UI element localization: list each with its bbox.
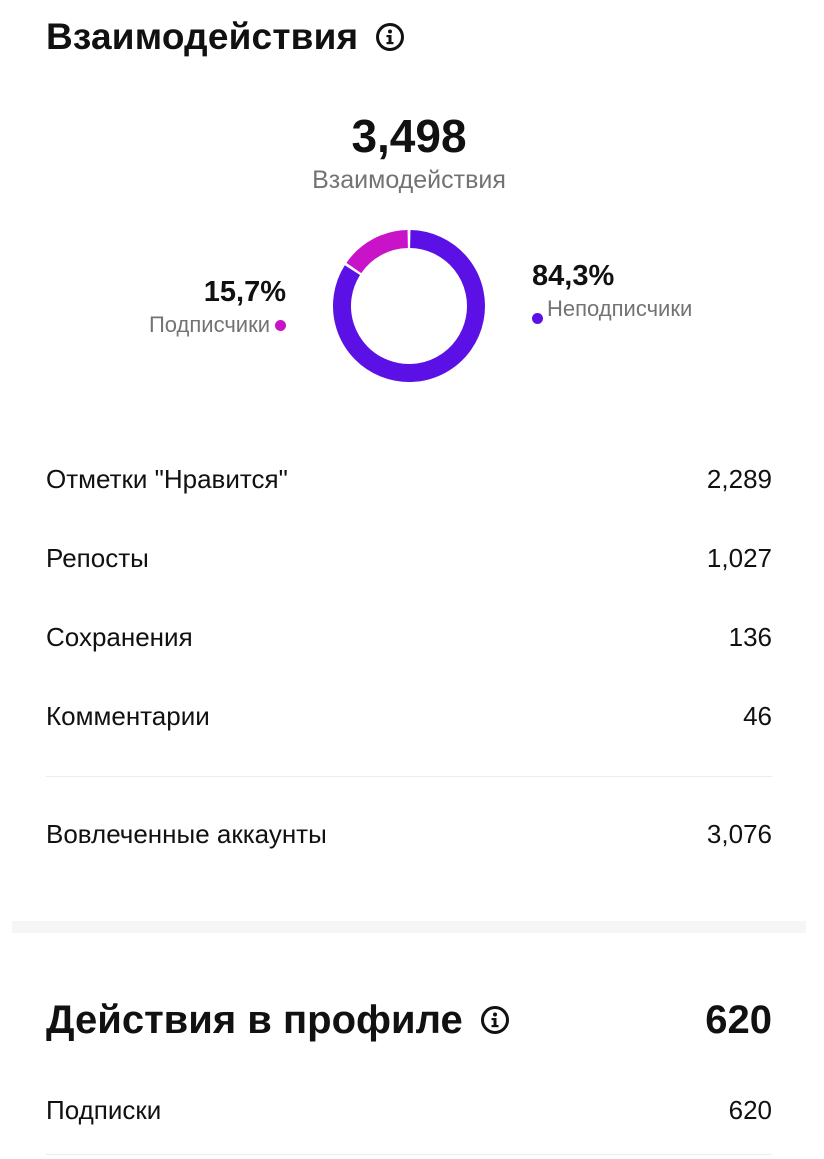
section-separator <box>12 921 806 933</box>
total-value: 3,498 <box>351 110 467 162</box>
metric-label: Репосты <box>46 543 149 573</box>
interactions-metrics-list: Отметки "Нравится" 2,289 Репосты 1,027 С… <box>46 440 772 756</box>
interactions-donut-chart <box>333 230 485 382</box>
profile-actions-total: 620 <box>705 997 772 1042</box>
legend-non-followers-label-row: Неподписчики <box>532 296 722 324</box>
metric-value: 1,027 <box>706 543 772 573</box>
profile-row-follows: Подписки 620 <box>46 1072 772 1148</box>
metric-row-likes: Отметки "Нравится" 2,289 <box>46 440 772 519</box>
legend-non-followers-percent: 84,3% <box>532 260 615 292</box>
legend-followers-label-row: Подписчики <box>149 312 286 338</box>
donut-slice-followers <box>346 230 409 274</box>
metric-row-comments: Комментарии 46 <box>46 677 772 756</box>
legend-non-followers: 84,3% Неподписчики <box>532 256 722 324</box>
total-label: Взаимодействия <box>312 166 506 194</box>
metric-value: 2,289 <box>706 464 772 494</box>
legend-followers-percent: 15,7% <box>203 276 286 308</box>
metric-value: 136 <box>728 622 772 652</box>
metric-row-shares: Репосты 1,027 <box>46 519 772 598</box>
engaged-accounts-value: 3,076 <box>706 819 772 849</box>
metrics-divider <box>46 776 772 777</box>
profile-row-label: Подписки <box>46 1094 162 1125</box>
bottom-divider <box>46 1154 772 1155</box>
profile-title-wrap: Действия в профиле <box>46 998 511 1043</box>
donut-slice-non-followers <box>333 230 485 382</box>
legend-followers: 15,7% Подписчики <box>149 272 286 338</box>
metric-label: Отметки "Нравится" <box>46 464 288 494</box>
legend-non-followers-dot <box>532 313 543 324</box>
metric-row-saves: Сохранения 136 <box>46 598 772 677</box>
metric-label: Сохранения <box>46 622 193 652</box>
info-icon[interactable] <box>479 1004 511 1036</box>
interactions-header: Взаимодействия <box>46 12 406 62</box>
interactions-title: Взаимодействия <box>46 16 359 57</box>
metric-label: Комментарии <box>46 701 210 731</box>
legend-non-followers-label: Неподписчики <box>547 296 693 321</box>
engaged-accounts-row: Вовлеченные аккаунты 3,076 <box>46 795 772 874</box>
info-icon[interactable] <box>374 21 406 53</box>
engaged-accounts-label: Вовлеченные аккаунты <box>46 819 327 849</box>
metric-value: 46 <box>743 701 772 731</box>
legend-followers-dot <box>275 319 286 331</box>
profile-actions-title: Действия в профиле <box>46 997 463 1042</box>
interactions-total: 3,498 Взаимодействия <box>0 108 818 196</box>
legend-followers-label: Подписчики <box>148 312 270 337</box>
profile-actions-header: Действия в профиле 620 <box>46 992 772 1048</box>
profile-row-value: 620 <box>728 1094 772 1125</box>
